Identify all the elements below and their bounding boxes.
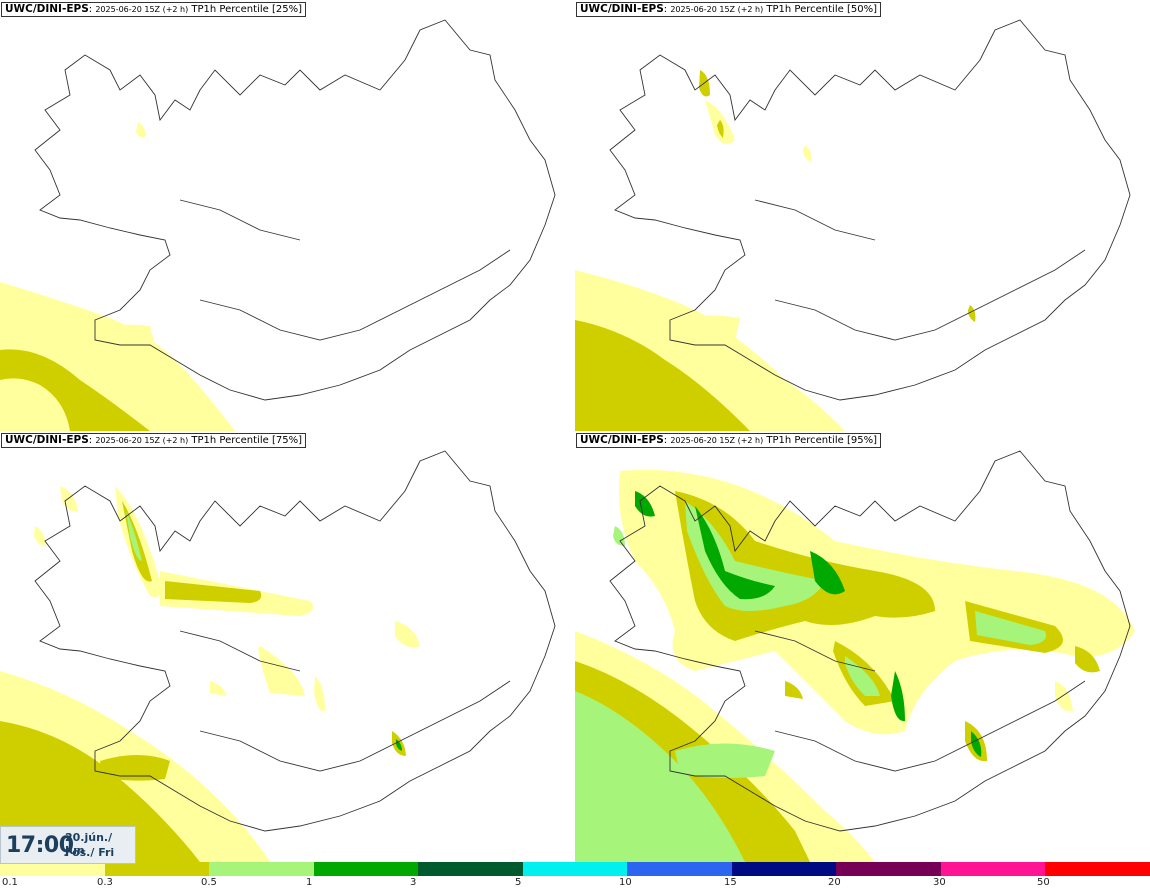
legend-swatch: [1045, 862, 1150, 876]
valid-time-box: 17:00 20.jún./ Jun Fös./ Fri: [0, 826, 136, 864]
precip-map: [0, 19, 556, 431]
legend-threshold-label: 0.1: [2, 877, 18, 888]
legend-swatch: [522, 862, 628, 876]
panel-title: UWC/DINI-EPS: 2025-06-20 15Z (+2 h) TP1h…: [576, 433, 881, 448]
legend-swatch: [313, 862, 419, 876]
legend-threshold-label: 3: [410, 877, 417, 888]
map-panel-p95: UWC/DINI-EPS: 2025-06-20 15Z (+2 h) TP1h…: [575, 431, 1150, 862]
legend-threshold-label: 0.3: [97, 877, 113, 888]
panel-title: UWC/DINI-EPS: 2025-06-20 15Z (+2 h) TP1h…: [576, 2, 881, 17]
legend-swatch: [418, 862, 523, 876]
precip-legend: 0.1 0.3 0.5 1 3 5 10 15 20 30 50: [0, 862, 1150, 891]
legend-threshold-label: 15: [724, 877, 737, 888]
map-panel-p25: UWC/DINI-EPS: 2025-06-20 15Z (+2 h) TP1h…: [0, 0, 575, 431]
legend-colorbar: [0, 862, 1150, 876]
map-panel-p50: UWC/DINI-EPS: 2025-06-20 15Z (+2 h) TP1h…: [575, 0, 1150, 431]
legend-swatch: [104, 862, 210, 876]
legend-swatch: [731, 862, 837, 876]
valid-weekday: Fös./ Fri: [65, 846, 115, 859]
panel-title: UWC/DINI-EPS: 2025-06-20 15Z (+2 h) TP1h…: [1, 2, 306, 17]
legend-threshold-label: 30: [933, 877, 946, 888]
legend-swatch: [0, 862, 105, 876]
legend-threshold-label: 5: [515, 877, 522, 888]
iceland-outline: [34, 19, 556, 401]
panel-title: UWC/DINI-EPS: 2025-06-20 15Z (+2 h) TP1h…: [1, 433, 306, 448]
legend-swatch: [940, 862, 1046, 876]
iceland-outline: [609, 19, 1131, 401]
iceland-outline: [34, 450, 556, 832]
legend-swatch: [836, 862, 941, 876]
valid-date: 20.jún./ Jun: [65, 831, 113, 857]
precip-map: [575, 450, 1135, 862]
precip-map: [575, 19, 1131, 431]
legend-threshold-label: 0.5: [201, 877, 217, 888]
map-panel-p75: UWC/DINI-EPS: 2025-06-20 15Z (+2 h) TP1h…: [0, 431, 575, 862]
iceland-outline: [609, 450, 1131, 832]
precip-map: [0, 450, 556, 862]
valid-time: 17:00: [6, 833, 74, 858]
legend-threshold-label: 1: [306, 877, 313, 888]
legend-threshold-label: 10: [619, 877, 632, 888]
legend-swatch: [627, 862, 732, 876]
legend-swatch: [209, 862, 314, 876]
legend-threshold-label: 50: [1037, 877, 1050, 888]
legend-threshold-label: 20: [828, 877, 841, 888]
